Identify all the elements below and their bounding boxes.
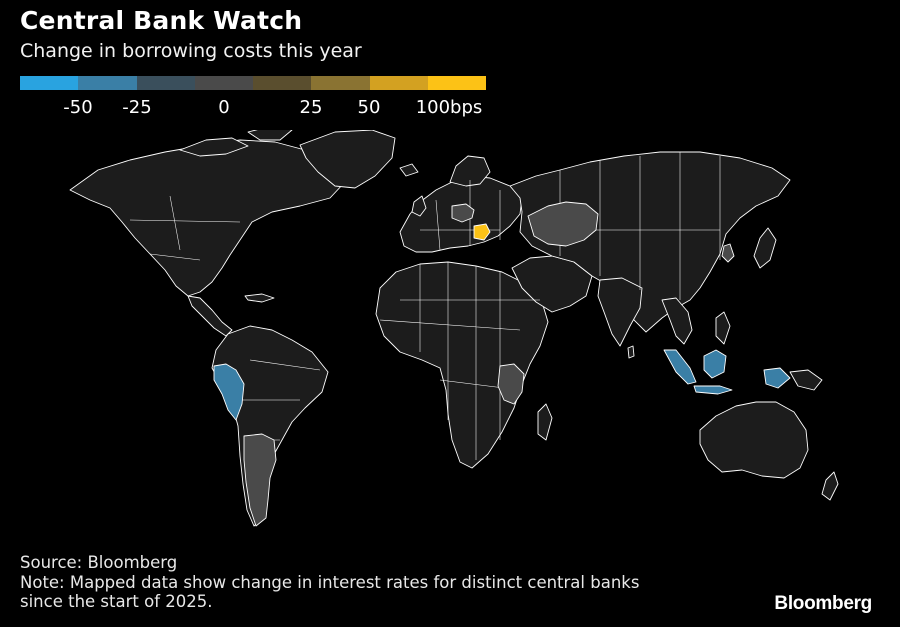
- india: [597, 277, 643, 347]
- south-korea-region: [721, 243, 735, 263]
- legend-swatch: [311, 76, 370, 90]
- greenland: [299, 130, 396, 189]
- legend-label: -25: [122, 97, 152, 118]
- caribbean: [244, 293, 275, 303]
- south-america: [211, 325, 329, 527]
- romania-region: [473, 223, 491, 241]
- central-america: [187, 295, 233, 337]
- legend-swatch: [427, 76, 486, 90]
- chart-title: Central Bank Watch: [20, 6, 303, 35]
- kazakhstan-region: [527, 201, 599, 247]
- color-legend: [20, 76, 486, 90]
- legend-label: -50: [63, 97, 93, 118]
- chart-subtitle: Change in borrowing costs this year: [20, 40, 362, 62]
- legend-swatch: [136, 76, 195, 90]
- madagascar: [537, 403, 553, 441]
- argentina-region: [243, 433, 277, 527]
- indonesia-east: [763, 367, 791, 389]
- peru-region: [213, 363, 245, 421]
- sri-lanka: [627, 345, 635, 359]
- note-line-1: Note: Mapped data show change in interes…: [20, 572, 640, 592]
- poland-region: [451, 203, 475, 223]
- legend-swatch: [253, 76, 312, 90]
- middle-east: [511, 255, 593, 313]
- legend-swatch: [369, 76, 428, 90]
- indonesia-java: [693, 385, 733, 395]
- tanzania-region: [497, 363, 525, 405]
- indochina: [661, 297, 693, 345]
- new-guinea: [789, 369, 823, 391]
- uk: [411, 195, 427, 217]
- north-america: [69, 139, 346, 297]
- legend-label: 100bps: [415, 97, 483, 118]
- indonesia-borneo: [703, 349, 727, 379]
- note-line-2: since the start of 2025.: [20, 592, 213, 611]
- legend-label: 0: [218, 97, 230, 118]
- arctic-islands: [179, 137, 249, 157]
- scandinavia: [449, 155, 491, 187]
- legend-swatch: [78, 76, 137, 90]
- legend-labels: -50 -25 0 25 50 100bps: [0, 97, 520, 121]
- japan: [753, 227, 777, 269]
- australia: [699, 401, 809, 479]
- arctic-islands: [247, 130, 293, 141]
- world-map: [0, 130, 900, 540]
- legend-swatch: [20, 76, 79, 90]
- bloomberg-logo: Bloomberg: [774, 593, 872, 614]
- legend-label: 50: [357, 97, 381, 118]
- philippines: [715, 311, 731, 345]
- new-zealand: [821, 471, 839, 501]
- chart-footer: Source: Bloomberg Note: Mapped data show…: [20, 553, 639, 612]
- indonesia-sumatra: [663, 349, 697, 385]
- source-note: Source: Bloomberg: [20, 553, 178, 572]
- legend-swatch: [194, 76, 253, 90]
- legend-label: 25: [299, 97, 323, 118]
- africa: [375, 261, 549, 469]
- iceland: [399, 163, 419, 177]
